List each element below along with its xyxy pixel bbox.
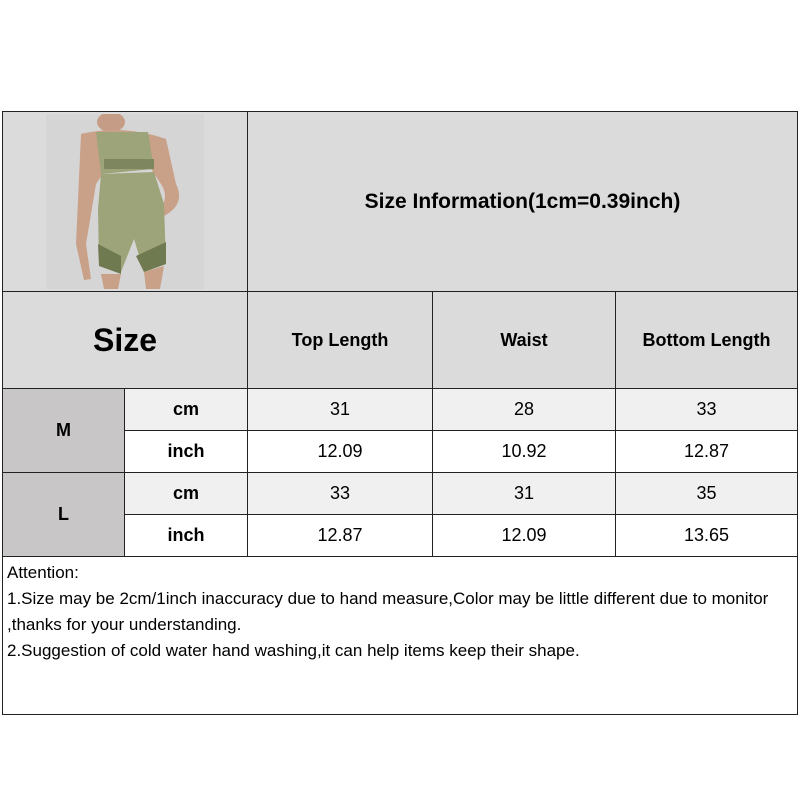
table-cell: 33 [615, 388, 798, 431]
attention-notes: Attention: 1.Size may be 2cm/1inch inacc… [2, 556, 798, 715]
table-cell: 10.92 [432, 430, 616, 473]
table-cell: 12.09 [432, 514, 616, 557]
page-title: Size Information(1cm=0.39inch) [247, 111, 798, 292]
column-header-top-length: Top Length [247, 291, 433, 389]
size-header: Size [2, 291, 248, 389]
note-item: 1.Size may be 2cm/1inch inaccuracy due t… [7, 589, 769, 634]
product-photo-cell [2, 111, 248, 292]
table-cell: 12.87 [247, 514, 433, 557]
table-cell: 12.09 [247, 430, 433, 473]
table-cell: 35 [615, 472, 798, 515]
table-cell: 13.65 [615, 514, 798, 557]
unit-cm: cm [124, 472, 248, 515]
unit-inch: inch [124, 430, 248, 473]
table-cell: 28 [432, 388, 616, 431]
size-l: L [2, 472, 125, 557]
unit-cm: cm [124, 388, 248, 431]
column-header-waist: Waist [432, 291, 616, 389]
notes-heading: Attention: [7, 563, 79, 582]
unit-inch: inch [124, 514, 248, 557]
product-photo [46, 114, 204, 289]
table-cell: 33 [247, 472, 433, 515]
note-item: 2.Suggestion of cold water hand washing,… [7, 641, 580, 660]
table-cell: 31 [432, 472, 616, 515]
size-m: M [2, 388, 125, 473]
table-cell: 31 [247, 388, 433, 431]
table-cell: 12.87 [615, 430, 798, 473]
column-header-bottom-length: Bottom Length [615, 291, 798, 389]
